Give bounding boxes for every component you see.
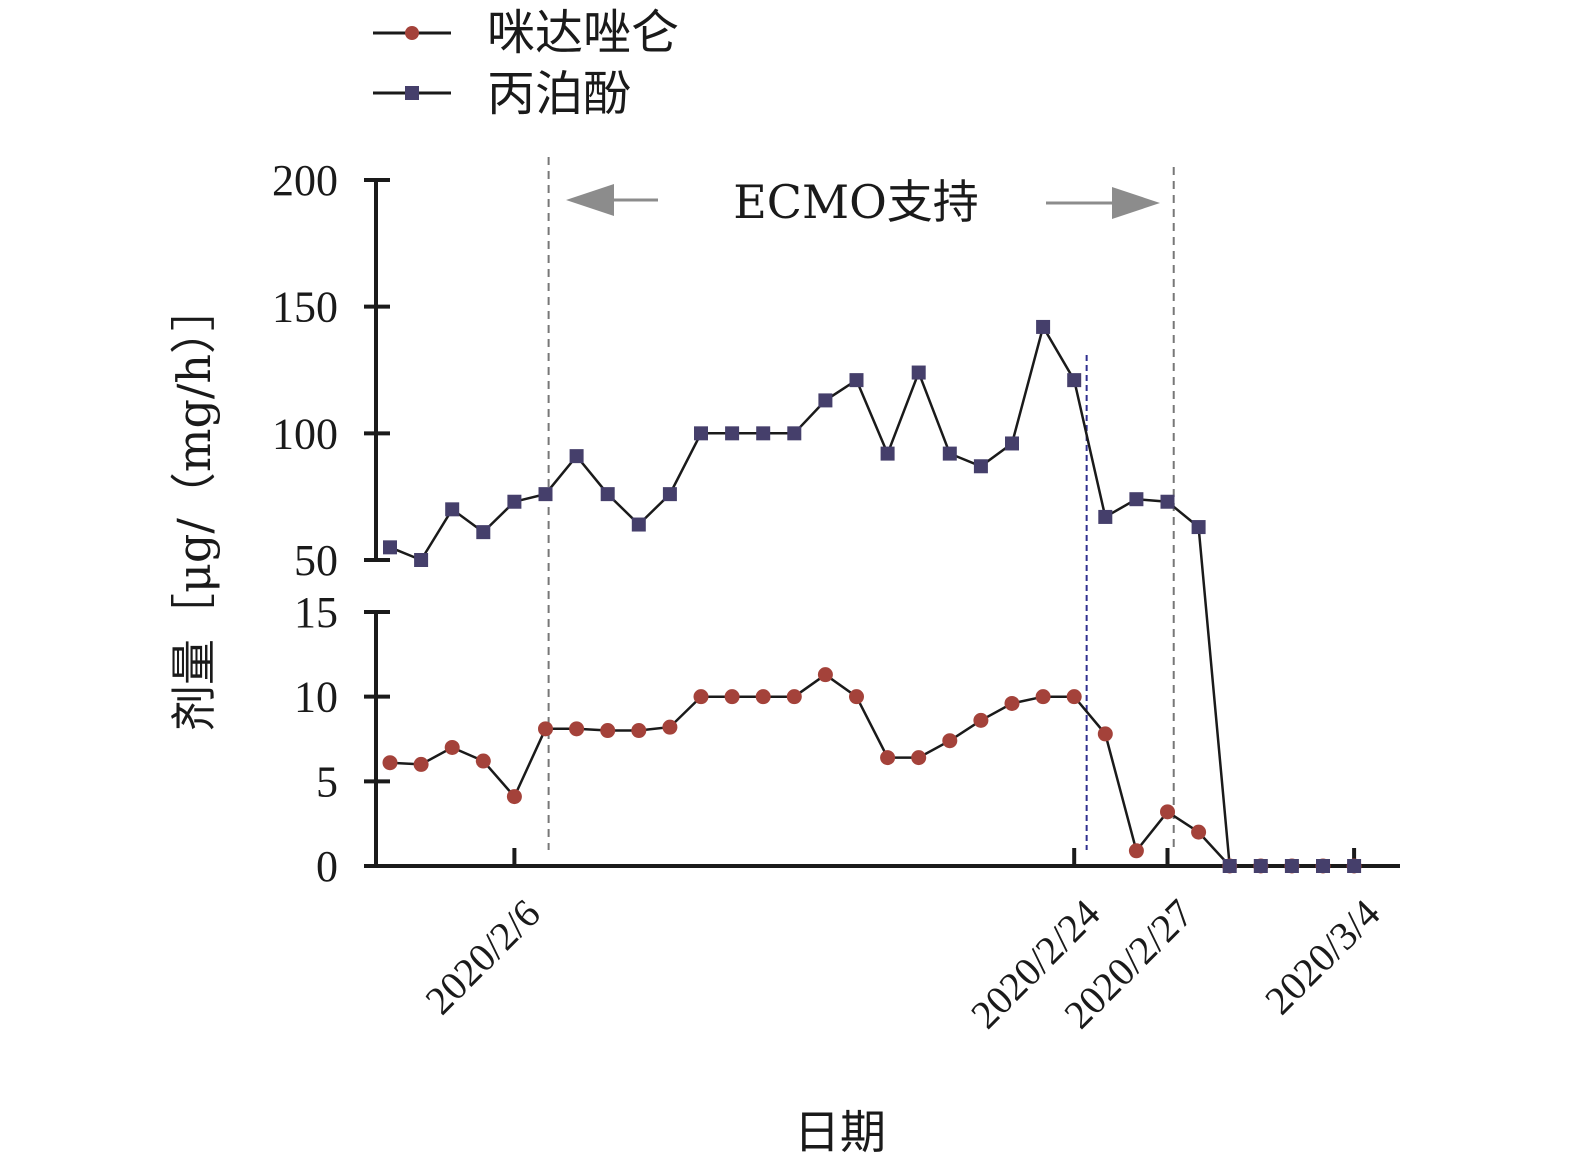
- data-point-midazolam: [755, 689, 771, 705]
- x-axis-title: 日期: [794, 1105, 886, 1159]
- data-point-midazolam: [538, 721, 553, 737]
- y-lower-tick-label: 10: [294, 673, 338, 722]
- data-point-midazolam: [880, 750, 896, 766]
- y-lower-tick-label: 15: [294, 588, 338, 637]
- data-point-midazolam: [911, 750, 927, 766]
- data-point-propofol: [694, 426, 708, 441]
- data-point-propofol: [538, 487, 553, 502]
- data-point-midazolam: [506, 789, 522, 805]
- legend-label-midazolam: 咪达唑仑: [487, 5, 679, 61]
- data-point-propofol: [569, 449, 584, 464]
- data-point-midazolam: [475, 753, 491, 769]
- data-point-midazolam: [973, 712, 989, 728]
- y-upper-tick-label: 200: [272, 156, 338, 205]
- y-axis-title: 剂量［μg/（mg/h）］: [167, 285, 221, 731]
- x-tick-label: 2020/2/6: [416, 891, 548, 1023]
- data-point-propofol: [383, 540, 397, 555]
- data-point-midazolam: [1160, 804, 1175, 820]
- data-point-midazolam: [444, 739, 460, 755]
- x-tick-label: 2020/3/4: [1256, 891, 1388, 1023]
- legend-item-propofol: 丙泊酚: [373, 66, 631, 122]
- data-point-propofol: [973, 459, 988, 474]
- data-point-propofol: [880, 446, 895, 461]
- data-point-propofol: [1005, 436, 1019, 451]
- data-point-midazolam: [786, 689, 802, 705]
- ecmo-annotation: ECMO支持: [566, 175, 1160, 229]
- data-point-midazolam: [817, 667, 833, 683]
- data-point-propofol: [1129, 492, 1144, 507]
- data-point-propofol: [1191, 520, 1206, 535]
- y-upper-tick-label: 150: [272, 283, 338, 332]
- data-point-midazolam: [724, 689, 740, 705]
- data-point-propofol: [942, 446, 957, 461]
- data-point-propofol: [756, 426, 771, 441]
- legend: 咪达唑仑 丙泊酚: [373, 5, 679, 122]
- data-point-midazolam: [382, 755, 398, 771]
- data-point-propofol: [787, 426, 802, 441]
- data-point-propofol: [1222, 859, 1237, 873]
- data-point-propofol: [600, 487, 615, 502]
- legend-marker-propofol: [405, 86, 419, 100]
- y-lower-tick-label: 0: [316, 842, 338, 891]
- series-line-midazolam: [389, 673, 1355, 868]
- data-point-propofol: [476, 525, 491, 540]
- data-point-propofol: [849, 373, 864, 388]
- y-upper-tick-label: 50: [294, 536, 338, 585]
- data-point-propofol: [818, 393, 833, 408]
- data-point-midazolam: [942, 733, 958, 749]
- legend-marker-midazolam: [405, 26, 419, 40]
- data-point-midazolam: [1191, 824, 1207, 840]
- guide-lines: [547, 157, 1175, 850]
- data-point-propofol: [1284, 859, 1299, 873]
- ecmo-label: ECMO支持: [733, 175, 979, 229]
- y-lower-tick-label: 5: [316, 757, 338, 806]
- data-point-midazolam: [569, 721, 585, 737]
- data-point-propofol: [1098, 509, 1113, 524]
- data-point-midazolam: [1004, 695, 1020, 711]
- data-point-propofol: [1067, 373, 1082, 388]
- y-upper-tick-label: 100: [272, 409, 338, 458]
- data-point-midazolam: [693, 689, 709, 705]
- ecmo-left-arrowhead: [566, 184, 614, 216]
- ecmo-right-arrowhead: [1112, 187, 1160, 219]
- data-point-propofol: [1160, 494, 1175, 509]
- data-point-midazolam: [1128, 843, 1144, 859]
- data-point-propofol: [1316, 859, 1330, 873]
- data-point-propofol: [662, 487, 677, 502]
- data-point-midazolam: [1097, 726, 1113, 742]
- legend-item-midazolam: 咪达唑仑: [373, 5, 679, 61]
- data-point-midazolam: [849, 689, 864, 705]
- data-point-propofol: [725, 426, 740, 441]
- data-point-midazolam: [662, 719, 678, 735]
- data-point-propofol: [414, 553, 429, 567]
- data-point-midazolam: [631, 723, 647, 739]
- series-line-propofol: [389, 323, 1355, 868]
- series-lines: [389, 323, 1355, 868]
- data-point-propofol: [507, 494, 522, 509]
- data-point-midazolam: [600, 723, 616, 739]
- ecmo-arrows: [566, 184, 1160, 219]
- data-point-propofol: [911, 365, 926, 380]
- data-point-propofol: [1253, 859, 1268, 873]
- legend-label-propofol: 丙泊酚: [487, 66, 631, 122]
- data-point-propofol: [1036, 319, 1051, 334]
- data-point-propofol: [1347, 859, 1362, 873]
- data-point-midazolam: [1035, 689, 1051, 705]
- data-point-midazolam: [1066, 689, 1082, 705]
- series-markers: [382, 319, 1362, 874]
- data-point-propofol: [445, 502, 460, 517]
- data-point-midazolam: [413, 756, 429, 772]
- data-point-propofol: [631, 517, 646, 532]
